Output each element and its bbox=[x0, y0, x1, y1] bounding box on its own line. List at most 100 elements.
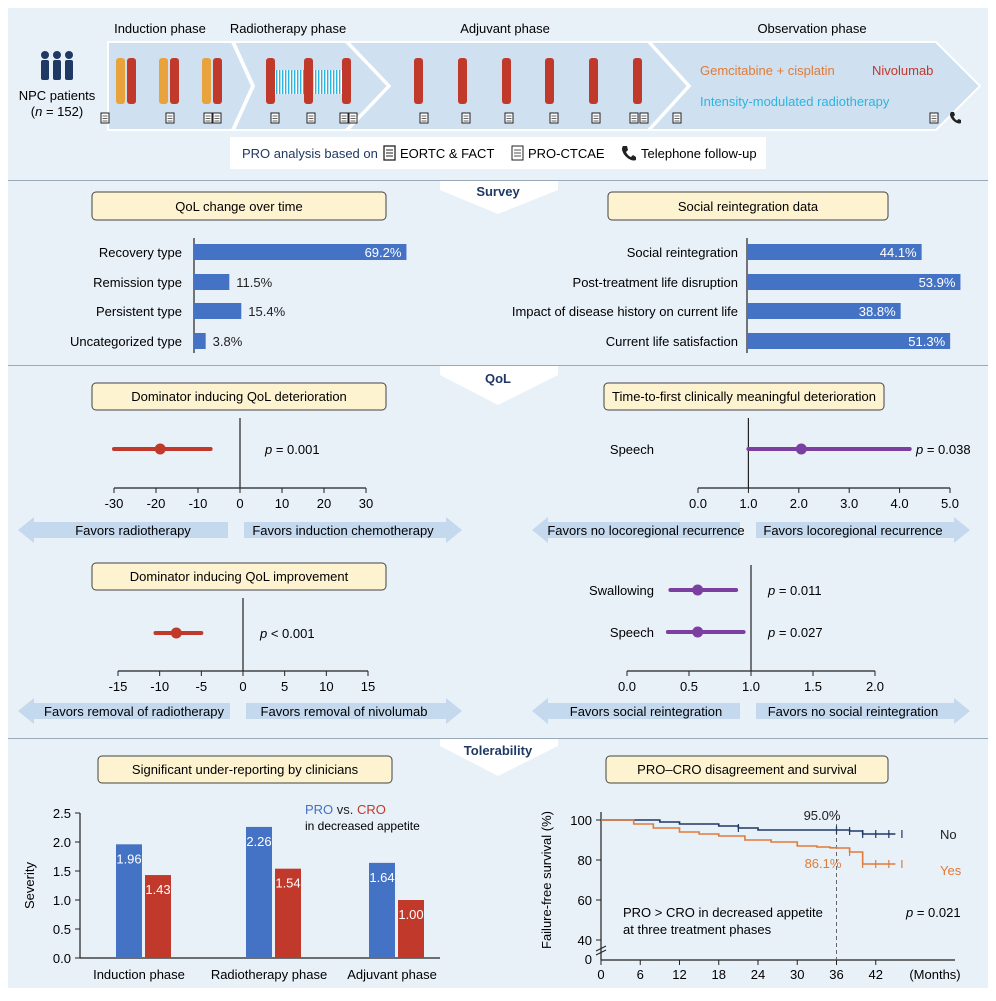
favors-left-arrow bbox=[532, 517, 740, 543]
phase-label-radiotherapy: Radiotherapy phase bbox=[230, 21, 346, 36]
pro-bar bbox=[369, 862, 395, 958]
y-tick-label: 100 bbox=[570, 813, 592, 828]
bar-value-label: 1.00 bbox=[398, 907, 423, 922]
km-title-box bbox=[605, 755, 889, 784]
bar-value-label: 1.54 bbox=[275, 876, 300, 891]
forest-tick-label: 4.0 bbox=[891, 496, 909, 511]
patients-n: (n = 152) bbox=[31, 104, 83, 119]
y-tick-label: 1.5 bbox=[53, 864, 71, 879]
forest-row-label: Speech bbox=[610, 442, 654, 457]
legend-imrt: Intensity-modulated radiotherapy bbox=[700, 94, 890, 109]
phase-chevrons bbox=[107, 41, 982, 131]
questionnaire-icon bbox=[306, 112, 316, 124]
favors-right-label: Favors locoregional recurrence bbox=[763, 523, 942, 538]
favors-right-arrow bbox=[246, 698, 462, 724]
favors-right-arrow bbox=[756, 517, 970, 543]
forest-tick-label: 5.0 bbox=[941, 496, 959, 511]
phase-label-adjuvant: Adjuvant phase bbox=[460, 21, 550, 36]
induction-drugs bbox=[116, 58, 222, 104]
forest-title: Time-to-first clinically meaningful dete… bbox=[612, 389, 876, 404]
questionnaire-icon bbox=[549, 112, 559, 124]
timeline-questionnaire-icons bbox=[100, 112, 961, 124]
questionnaire-icon bbox=[203, 112, 213, 124]
km-series-label: No bbox=[940, 827, 957, 842]
annotation-text-2: at three treatment phases bbox=[623, 922, 772, 937]
bar-value-label: 44.1% bbox=[880, 245, 917, 260]
social-title: Social reintegration data bbox=[678, 199, 819, 214]
bar bbox=[747, 303, 901, 319]
forest-tick-label: 5 bbox=[281, 679, 288, 694]
social-reintegration-bars: Social reintegration 44.1% Post-treatment … bbox=[512, 238, 961, 353]
bar-category-label: Uncategorized type bbox=[70, 334, 182, 349]
x-category-label: Radiotherapy phase bbox=[211, 967, 327, 982]
phone-icon bbox=[622, 146, 636, 161]
forest-tick-label: 15 bbox=[361, 679, 375, 694]
axis-break bbox=[595, 945, 607, 952]
y-axis-title: Severity bbox=[22, 862, 37, 909]
annotation-yes-rate: 86.1% bbox=[805, 856, 842, 871]
x-tick-label: 18 bbox=[712, 967, 726, 982]
questionnaire-icon bbox=[504, 112, 514, 124]
patients-label: NPC patients bbox=[19, 88, 96, 103]
y-tick-label: 1.0 bbox=[53, 893, 71, 908]
forest-point bbox=[692, 626, 704, 638]
phase-label-observation: Observation phase bbox=[757, 21, 866, 36]
questionnaire-icon bbox=[672, 112, 682, 124]
survey-arrow: Survey bbox=[440, 181, 558, 214]
x-tick-label: 0 bbox=[597, 967, 604, 982]
tolerability-label: Tolerability bbox=[464, 743, 533, 758]
qol-panel bbox=[8, 366, 988, 738]
eortc-icon bbox=[383, 145, 396, 161]
forest-point bbox=[170, 627, 182, 639]
qol-change-bars: Recovery type 69.2% Remission type 11.5% Per… bbox=[70, 238, 407, 353]
favors-right-arrow bbox=[756, 698, 970, 724]
bar-category-label: Recovery type bbox=[99, 245, 182, 260]
forest-plot-deterioration: -30 -20 -10 0 10 20 30 p = 0.001 Favors radiothe… bbox=[18, 418, 462, 543]
bar-value-label: 1.43 bbox=[145, 882, 170, 897]
forest-point bbox=[154, 443, 166, 455]
forest-title-box bbox=[91, 382, 387, 411]
km-series-label: Yes bbox=[940, 863, 962, 878]
pro-item-telephone: Telephone follow-up bbox=[641, 146, 757, 161]
forest-tick-label: 0 bbox=[239, 679, 246, 694]
questionnaire-icon bbox=[348, 112, 358, 124]
x-tick-label: 24 bbox=[751, 967, 765, 982]
km-survival-chart: 40 60 80 100 0 Failure-free survival (%) 0 6 12 1… bbox=[539, 808, 962, 982]
y-tick-label: 0.0 bbox=[53, 951, 71, 966]
bar bbox=[194, 274, 230, 290]
forest-title: Dominator inducing QoL improvement bbox=[130, 569, 349, 584]
questionnaire-icon bbox=[212, 112, 222, 124]
x-tick-label: 42 bbox=[869, 967, 883, 982]
x-tick-label: 6 bbox=[637, 967, 644, 982]
bar-legend-line1: PRO vs. CRO bbox=[305, 802, 386, 817]
tolerability-arrow: Tolerability bbox=[440, 739, 558, 776]
bar bbox=[747, 274, 961, 290]
bar-value-label: 3.8% bbox=[213, 334, 243, 349]
forest-p-value: p = 0.038 bbox=[915, 442, 971, 457]
forest-p-value: p = 0.001 bbox=[264, 442, 320, 457]
favors-left-arrow bbox=[532, 698, 740, 724]
questionnaire-icon bbox=[339, 112, 349, 124]
bar-value-label: 1.96 bbox=[116, 851, 141, 866]
forest-p-value: p = 0.027 bbox=[767, 625, 823, 640]
favors-right-arrow bbox=[244, 517, 462, 543]
qol-change-title: QoL change over time bbox=[175, 199, 302, 214]
cro-bar bbox=[275, 868, 301, 958]
questionnaire-icon bbox=[419, 112, 429, 124]
cro-bar bbox=[398, 900, 424, 958]
y-tick-label: 40 bbox=[578, 933, 592, 948]
bar-value-label: 53.9% bbox=[919, 275, 956, 290]
y-axis-title: Failure-free survival (%) bbox=[539, 811, 554, 949]
bar-category-label: Social reintegration bbox=[627, 245, 738, 260]
bar-value-label: 51.3% bbox=[908, 334, 945, 349]
forest-tick-label: 2.0 bbox=[866, 679, 884, 694]
forest-p-value: p = 0.011 bbox=[767, 583, 822, 598]
pro-ctcae-icon bbox=[511, 145, 524, 161]
forest-tick-label: -10 bbox=[189, 496, 208, 511]
favors-left-arrow bbox=[18, 698, 230, 724]
forest-tick-label: 30 bbox=[359, 496, 373, 511]
bar-value-label: 11.5% bbox=[236, 275, 272, 290]
qol-arrow: QoL bbox=[440, 366, 558, 405]
favors-right-label: Favors removal of nivolumab bbox=[261, 704, 428, 719]
